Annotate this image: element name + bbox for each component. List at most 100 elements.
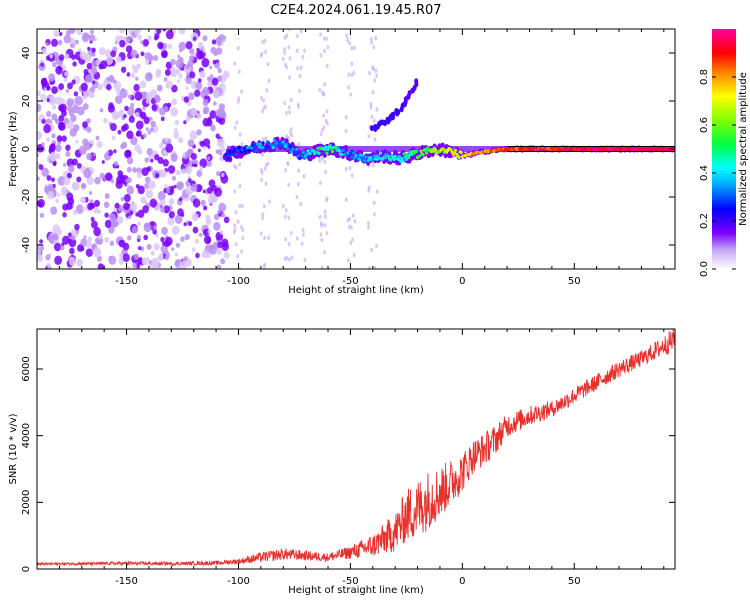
noise-blob — [126, 106, 135, 116]
noise-blob — [71, 158, 78, 166]
noise-blob — [173, 184, 177, 189]
noise-blob — [133, 29, 142, 35]
noise-blob — [74, 223, 80, 231]
noise-blob — [144, 72, 153, 82]
noise-blob — [197, 148, 201, 153]
noise-blob — [164, 69, 171, 77]
noise-streak — [264, 136, 268, 141]
noise-blob — [133, 83, 140, 92]
noise-blob — [137, 234, 141, 240]
noise-streak — [322, 125, 326, 130]
noise-streak — [352, 70, 356, 76]
noise-blob — [206, 160, 212, 167]
noise-blob — [108, 74, 115, 82]
noise-blob — [215, 149, 220, 154]
noise-blob — [92, 244, 96, 250]
noise-blob — [220, 258, 226, 265]
noise-blob — [137, 34, 142, 40]
noise-blob — [135, 63, 141, 70]
noise-blob — [145, 59, 150, 65]
noise-streak — [344, 128, 348, 134]
noise-streak — [288, 110, 292, 115]
noise-blob — [137, 185, 145, 195]
noise-streak — [260, 152, 264, 157]
noise-blob — [76, 258, 83, 267]
y-tick-label: 0 — [21, 146, 32, 152]
noise-blob — [122, 253, 130, 262]
x-tick-label: -150 — [115, 576, 138, 587]
noise-blob — [218, 202, 227, 213]
noise-blob — [68, 256, 77, 266]
colorbar-tick-label: 0.0 — [699, 261, 710, 277]
noise-streak — [323, 82, 327, 87]
noise-blob — [65, 144, 71, 151]
noise-blob — [147, 130, 152, 135]
noise-streak — [322, 48, 326, 54]
noise-blob — [142, 133, 147, 138]
noise-blob — [218, 116, 226, 125]
noise-streak — [290, 255, 294, 260]
noise-streak — [238, 203, 242, 209]
noise-blob — [119, 88, 128, 99]
noise-streak — [233, 223, 237, 228]
noise-blob — [60, 245, 65, 251]
noise-blob — [214, 187, 223, 197]
noise-blob — [103, 201, 110, 209]
noise-blob — [189, 130, 198, 140]
noise-blob — [164, 137, 169, 143]
noise-streak — [352, 252, 356, 258]
noise-blob — [61, 109, 67, 117]
carrier-core — [286, 146, 290, 150]
noise-streak — [319, 180, 322, 186]
noise-streak — [353, 45, 356, 50]
noise-blob — [147, 153, 156, 163]
noise-streak — [344, 197, 348, 202]
noise-streak — [324, 170, 328, 175]
noise-blob — [83, 168, 92, 179]
noise-blob — [98, 47, 106, 56]
noise-blob — [100, 60, 108, 70]
noise-blob — [207, 156, 211, 161]
noise-streak — [347, 85, 351, 90]
noise-streak — [367, 225, 370, 230]
noise-blob — [52, 161, 57, 167]
noise-blob — [51, 133, 56, 139]
carrier-core — [404, 157, 408, 162]
noise-blob — [86, 176, 94, 186]
noise-blob — [95, 135, 100, 141]
noise-blob — [151, 257, 160, 268]
noise-blob — [149, 198, 158, 208]
noise-blob — [208, 244, 215, 251]
noise-blob — [188, 221, 193, 227]
noise-streak — [284, 168, 287, 173]
noise-streak — [283, 46, 287, 52]
noise-blob — [46, 85, 51, 91]
noise-blob — [70, 235, 76, 241]
noise-streak — [287, 182, 291, 188]
noise-blob — [120, 125, 127, 132]
carrier-core — [299, 152, 303, 156]
carrier-core — [424, 151, 429, 155]
noise-streak — [349, 240, 353, 246]
noise-blob — [218, 103, 226, 112]
noise-blob — [54, 255, 63, 266]
noise-blob — [80, 196, 86, 204]
noise-blob — [55, 198, 59, 204]
noise-blob — [114, 95, 123, 105]
carrier-core — [308, 152, 312, 156]
noise-streak — [300, 241, 304, 246]
carrier-core — [419, 149, 423, 153]
carrier-core — [252, 144, 256, 148]
noise-streak — [347, 258, 350, 263]
noise-blob — [48, 73, 56, 82]
noise-streak — [350, 46, 354, 51]
noise-blob — [137, 149, 143, 155]
noise-streak — [319, 53, 323, 58]
noise-streak — [375, 189, 379, 194]
noise-blob — [128, 215, 132, 220]
noise-blob — [194, 89, 201, 97]
noise-blob — [109, 122, 117, 132]
noise-streak — [367, 220, 370, 226]
noise-blob — [77, 244, 84, 252]
noise-blob — [53, 30, 60, 38]
